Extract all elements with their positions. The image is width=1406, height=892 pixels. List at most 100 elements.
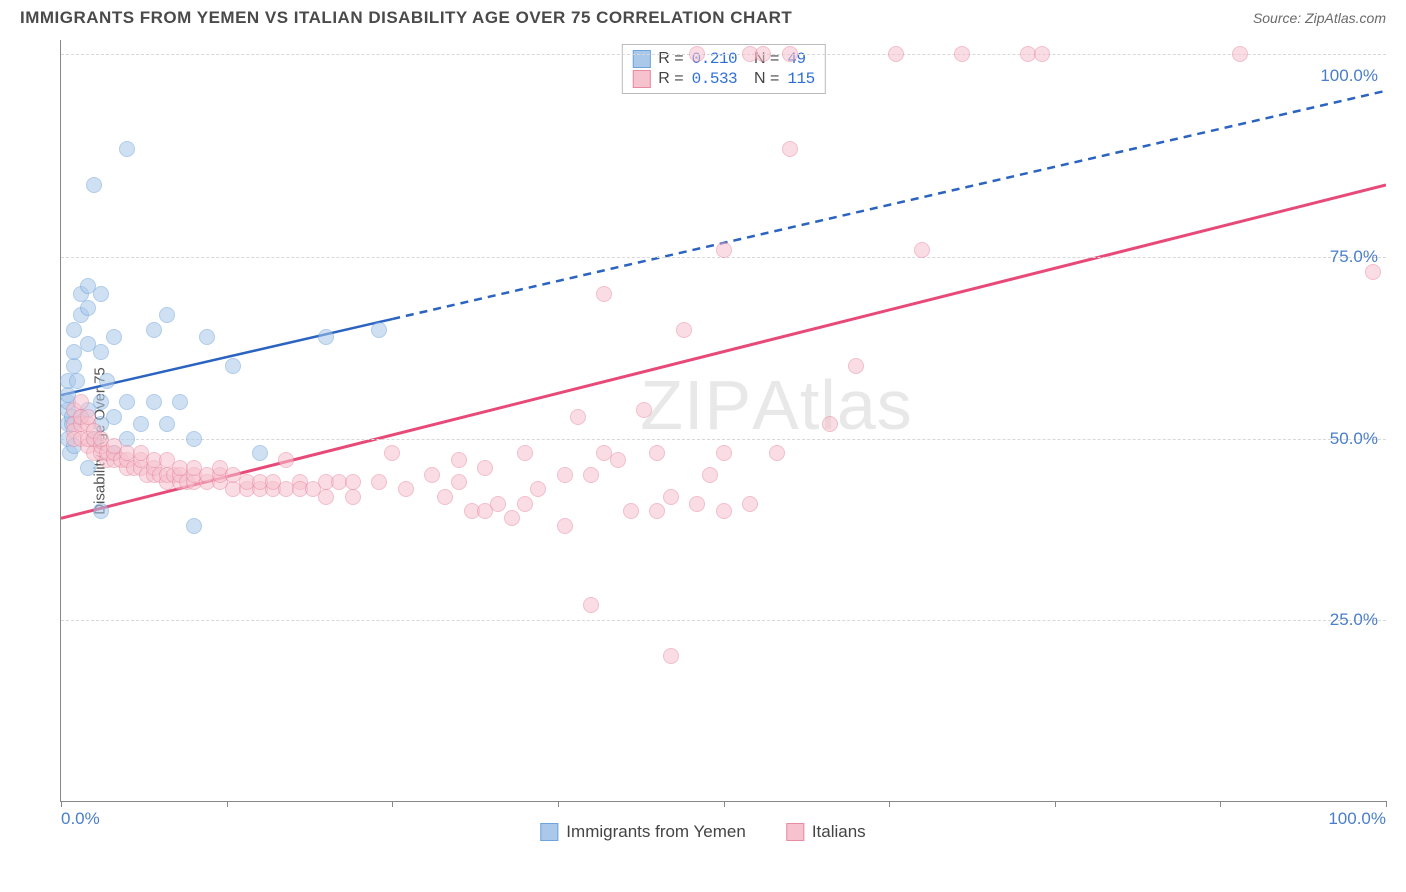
x-tick-label: 100.0%	[1328, 809, 1386, 829]
data-point-italians	[1034, 46, 1050, 62]
data-point-italians	[596, 286, 612, 302]
data-point-italians	[530, 481, 546, 497]
legend-swatch	[540, 823, 558, 841]
data-point-italians	[663, 489, 679, 505]
data-point-italians	[663, 648, 679, 664]
chart-title: IMMIGRANTS FROM YEMEN VS ITALIAN DISABIL…	[20, 8, 792, 28]
legend-n-label: N =	[745, 70, 779, 88]
data-point-yemen	[93, 503, 109, 519]
x-tick	[889, 801, 890, 807]
data-point-italians	[610, 452, 626, 468]
data-point-italians	[676, 322, 692, 338]
data-point-yemen	[93, 286, 109, 302]
data-point-italians	[345, 489, 361, 505]
x-tick	[1055, 801, 1056, 807]
data-point-yemen	[99, 373, 115, 389]
y-tick-label: 100.0%	[1320, 66, 1378, 86]
gridline	[61, 439, 1386, 440]
x-tick	[392, 801, 393, 807]
data-point-italians	[451, 474, 467, 490]
data-point-yemen	[186, 431, 202, 447]
data-point-yemen	[80, 300, 96, 316]
data-point-italians	[451, 452, 467, 468]
x-tick	[61, 801, 62, 807]
legend-r-label: R =	[658, 70, 683, 88]
data-point-italians	[742, 496, 758, 512]
data-point-italians	[557, 467, 573, 483]
data-point-yemen	[106, 409, 122, 425]
x-tick	[1220, 801, 1221, 807]
data-point-italians	[822, 416, 838, 432]
data-point-yemen	[69, 373, 85, 389]
data-point-italians	[636, 402, 652, 418]
data-point-italians	[384, 445, 400, 461]
chart-source: Source: ZipAtlas.com	[1253, 10, 1386, 26]
data-point-italians	[782, 46, 798, 62]
data-point-italians	[716, 445, 732, 461]
legend-row-italians: R = 0.533 N = 115	[632, 69, 814, 89]
data-point-italians	[570, 409, 586, 425]
data-point-yemen	[146, 322, 162, 338]
data-point-yemen	[159, 307, 175, 323]
legend-series-label: Immigrants from Yemen	[566, 822, 746, 842]
gridline	[61, 620, 1386, 621]
data-point-yemen	[146, 394, 162, 410]
chart-area: Disability Age Over 75 ZIPAtlas R = 0.21…	[20, 40, 1386, 842]
data-point-italians	[517, 496, 533, 512]
data-point-italians	[782, 141, 798, 157]
x-tick	[724, 801, 725, 807]
data-point-italians	[716, 503, 732, 519]
data-point-italians	[557, 518, 573, 534]
data-point-italians	[504, 510, 520, 526]
watermark: ZIPAtlas	[640, 365, 913, 445]
data-point-yemen	[106, 329, 122, 345]
legend-swatch	[632, 70, 650, 88]
data-point-italians	[888, 46, 904, 62]
data-point-yemen	[252, 445, 268, 461]
data-point-italians	[490, 496, 506, 512]
data-point-italians	[345, 474, 361, 490]
data-point-italians	[318, 489, 334, 505]
data-point-yemen	[318, 329, 334, 345]
data-point-italians	[649, 445, 665, 461]
legend-swatch	[786, 823, 804, 841]
data-point-italians	[278, 452, 294, 468]
x-tick-label: 0.0%	[61, 809, 100, 829]
series-legend: Immigrants from Yemen Italians	[540, 822, 865, 842]
data-point-italians	[848, 358, 864, 374]
data-point-italians	[424, 467, 440, 483]
data-point-yemen	[93, 344, 109, 360]
data-point-italians	[755, 46, 771, 62]
data-point-yemen	[371, 322, 387, 338]
data-point-italians	[371, 474, 387, 490]
y-tick-label: 25.0%	[1330, 610, 1378, 630]
data-point-italians	[623, 503, 639, 519]
legend-n-value: 115	[787, 70, 814, 88]
data-point-yemen	[199, 329, 215, 345]
legend-swatch	[632, 50, 650, 68]
x-tick	[1386, 801, 1387, 807]
data-point-italians	[702, 467, 718, 483]
data-point-yemen	[159, 416, 175, 432]
data-point-italians	[517, 445, 533, 461]
data-point-yemen	[93, 394, 109, 410]
plot-region: ZIPAtlas R = 0.210 N = 49R = 0.533 N = 1…	[60, 40, 1386, 802]
data-point-italians	[437, 489, 453, 505]
data-point-yemen	[86, 177, 102, 193]
legend-series-label: Italians	[812, 822, 866, 842]
data-point-yemen	[66, 322, 82, 338]
data-point-italians	[649, 503, 665, 519]
legend-r-label: R =	[658, 50, 683, 68]
legend-item-yemen: Immigrants from Yemen	[540, 822, 746, 842]
data-point-yemen	[186, 518, 202, 534]
y-tick-label: 50.0%	[1330, 429, 1378, 449]
data-point-yemen	[172, 394, 188, 410]
x-tick	[558, 801, 559, 807]
data-point-yemen	[80, 460, 96, 476]
data-point-italians	[583, 467, 599, 483]
legend-r-value: 0.533	[692, 70, 738, 88]
data-point-italians	[1365, 264, 1381, 280]
x-tick	[227, 801, 228, 807]
trend-lines	[61, 40, 1386, 801]
data-point-yemen	[133, 416, 149, 432]
